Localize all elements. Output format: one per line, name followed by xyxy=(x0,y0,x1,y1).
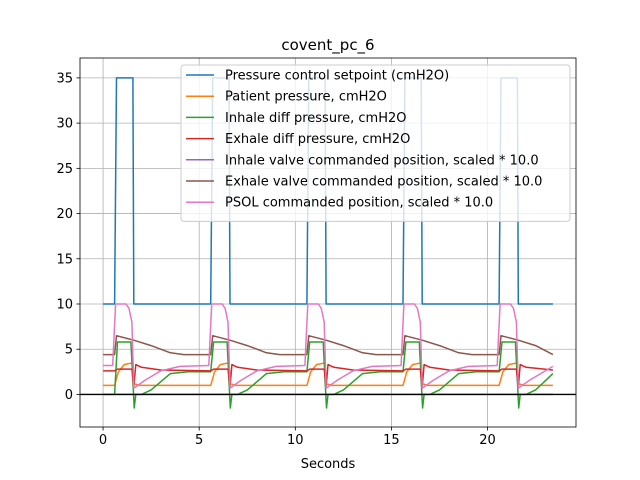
legend-entry-2: Patient pressure, cmH2O xyxy=(225,90,387,105)
legend-box xyxy=(180,64,571,222)
legend-entry-4: Exhale diff pressure, cmH2O xyxy=(225,132,410,147)
x-tick-label: 5 xyxy=(195,433,203,448)
legend-entry-6: Exhale valve commanded position, scaled … xyxy=(225,175,542,190)
series-line-7 xyxy=(103,303,554,389)
x-tick-label: 0 xyxy=(99,433,107,448)
chart-title: covent_pc_6 xyxy=(281,36,374,55)
y-tick-label: 30 xyxy=(56,117,73,132)
legend-entry-1: Pressure control setpoint (cmH2O) xyxy=(225,69,449,84)
y-tick-label: 15 xyxy=(56,252,73,267)
plot-frame xyxy=(79,57,577,428)
series-line-6 xyxy=(103,334,554,356)
x-tick-label: 20 xyxy=(479,433,496,448)
y-tick-label: 10 xyxy=(56,298,73,313)
y-tick-label: 0 xyxy=(65,388,73,403)
x-tick-label: 10 xyxy=(287,433,304,448)
legend-entry-5: Inhale valve commanded position, scaled … xyxy=(225,153,539,168)
y-tick-label: 25 xyxy=(56,162,73,177)
legend-entry-3: Inhale diff pressure, cmH2O xyxy=(225,111,406,126)
y-tick-label: 20 xyxy=(56,207,73,222)
legend: Pressure control setpoint (cmH2O) Patient… xyxy=(180,64,571,222)
x-axis-label: Seconds xyxy=(301,457,356,472)
y-tick-label: 5 xyxy=(65,343,73,358)
axes: 0 5 10 15 20 0 5 10 15 20 25 30 35 xyxy=(56,57,577,448)
y-tick-label: 35 xyxy=(56,71,73,86)
legend-entry-7: PSOL commanded position, scaled * 10.0 xyxy=(225,196,493,211)
x-tick-label: 15 xyxy=(383,433,400,448)
